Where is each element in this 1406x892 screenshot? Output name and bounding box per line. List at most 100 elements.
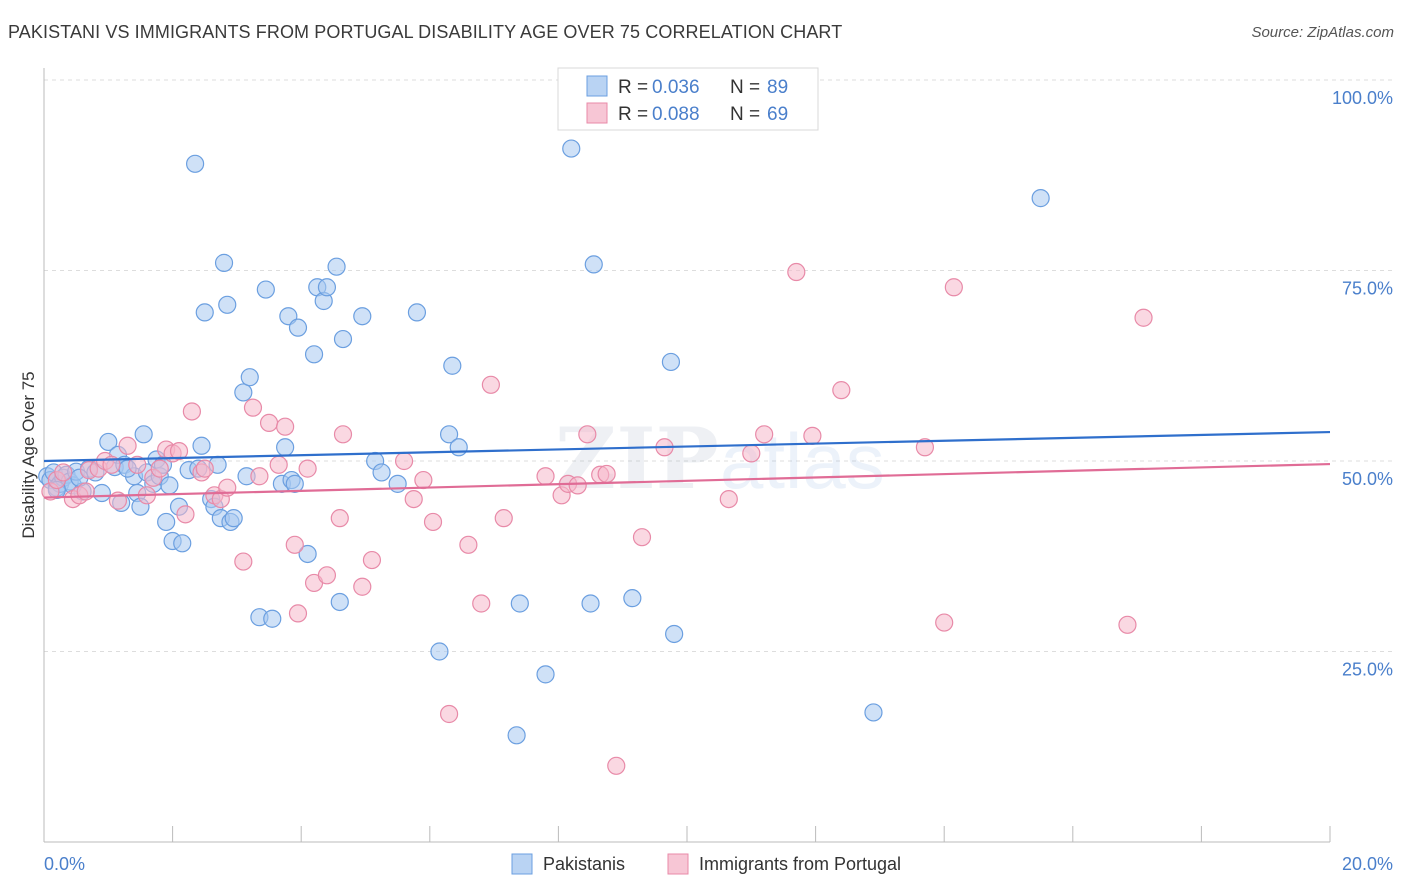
data-point [581, 594, 600, 613]
data-point [494, 509, 513, 528]
y-axis-label: Disability Age Over 75 [19, 371, 38, 538]
data-point [259, 413, 279, 432]
data-point [578, 425, 597, 444]
chart-title: PAKISTANI VS IMMIGRANTS FROM PORTUGAL DI… [8, 22, 843, 42]
y-tick-labels: 25.0% 50.0% 75.0% 100.0% [1332, 88, 1393, 680]
data-point [298, 544, 317, 564]
y-tick-label: 75.0% [1342, 279, 1393, 299]
data-point [176, 505, 195, 524]
data-point [118, 436, 137, 455]
legend-r-value-1: 0.036 [652, 77, 700, 98]
data-point [597, 464, 616, 484]
y-tick-label: 25.0% [1342, 660, 1393, 680]
data-point [353, 577, 372, 596]
data-point [944, 278, 963, 297]
data-point [404, 490, 423, 509]
data-point [288, 604, 308, 623]
data-point [430, 642, 449, 661]
trend-line-immigrants-from-portugal [43, 462, 1331, 499]
data-point [472, 594, 491, 613]
bottom-legend-swatch-pakistanis [511, 853, 533, 875]
data-point [568, 476, 587, 495]
data-point [160, 476, 179, 495]
data-point [388, 474, 407, 493]
legend-n-value-1: 89 [767, 77, 788, 98]
legend-swatch-pakistanis [586, 75, 608, 97]
bottom-legend-label-pakistanis: Pakistanis [543, 854, 625, 874]
y-tick-label: 50.0% [1342, 469, 1393, 489]
bottom-legend-swatch-immigrants-from-portugal [667, 853, 689, 875]
legend-swatch-immigrants-from-portugal [586, 102, 608, 124]
data-point [99, 432, 118, 452]
data-point [803, 426, 822, 445]
data-point [439, 425, 459, 444]
data-point [218, 295, 237, 314]
data-point [755, 425, 774, 444]
data-point [173, 534, 192, 553]
data-point [333, 425, 353, 444]
data-point [362, 550, 382, 570]
data-point [832, 381, 851, 400]
data-point [439, 704, 459, 724]
data-point [317, 566, 337, 585]
data-point [1134, 308, 1153, 327]
watermark-atlas: atlas [720, 417, 885, 505]
chart-source: Source: ZipAtlas.com [1251, 24, 1394, 41]
legend-n-value-2: 69 [767, 104, 788, 125]
data-point [276, 438, 295, 457]
data-point [195, 459, 214, 478]
data-point [742, 444, 761, 463]
data-point [224, 509, 243, 528]
data-point [481, 375, 500, 394]
data-point [317, 278, 337, 297]
watermark: ZIP atlas [555, 409, 885, 508]
data-point [169, 441, 189, 461]
correlation-legend: R = 0.036 N = 89 R = 0.088 N = 69 [557, 67, 819, 131]
data-point [536, 665, 555, 684]
data-point [510, 594, 529, 613]
data-point [864, 703, 883, 722]
data-point [157, 512, 176, 532]
data-point [285, 474, 304, 493]
data-point [915, 438, 935, 457]
data-point [285, 535, 304, 554]
data-point [935, 613, 954, 632]
data-point [719, 490, 738, 509]
series-immigrants-from-portugal [41, 262, 1153, 775]
data-point [186, 154, 205, 173]
data-point [128, 455, 147, 474]
series-pakistanis [38, 139, 1050, 745]
data-point [182, 402, 201, 421]
data-point [661, 352, 681, 372]
data-point [459, 535, 478, 554]
legend-r-value-2: 0.088 [652, 104, 700, 125]
data-point [333, 329, 353, 349]
data-point [394, 451, 414, 471]
data-point [288, 318, 308, 337]
data-point [623, 589, 642, 608]
data-point [195, 303, 214, 322]
data-point [407, 303, 427, 322]
data-point [423, 512, 443, 532]
data-point [414, 470, 433, 490]
data-point [536, 467, 555, 486]
data-point [372, 463, 391, 482]
data-point [298, 459, 317, 478]
data-point [269, 455, 288, 474]
legend-r-label-2: R = [618, 104, 648, 125]
data-point [449, 438, 468, 457]
x-tick-label-max: 20.0% [1342, 854, 1393, 874]
data-point [1118, 615, 1137, 634]
bottom-legend-label-immigrants-from-portugal: Immigrants from Portugal [699, 854, 901, 874]
legend-r-label-1: R = [618, 77, 648, 98]
data-point [250, 467, 269, 486]
data-point [787, 262, 806, 282]
data-point [1031, 189, 1050, 208]
data-point [507, 726, 526, 745]
data-point [330, 509, 349, 528]
x-axis-ticks [43, 826, 1331, 842]
data-point [607, 756, 626, 775]
data-point [150, 459, 169, 478]
data-point [256, 280, 275, 299]
